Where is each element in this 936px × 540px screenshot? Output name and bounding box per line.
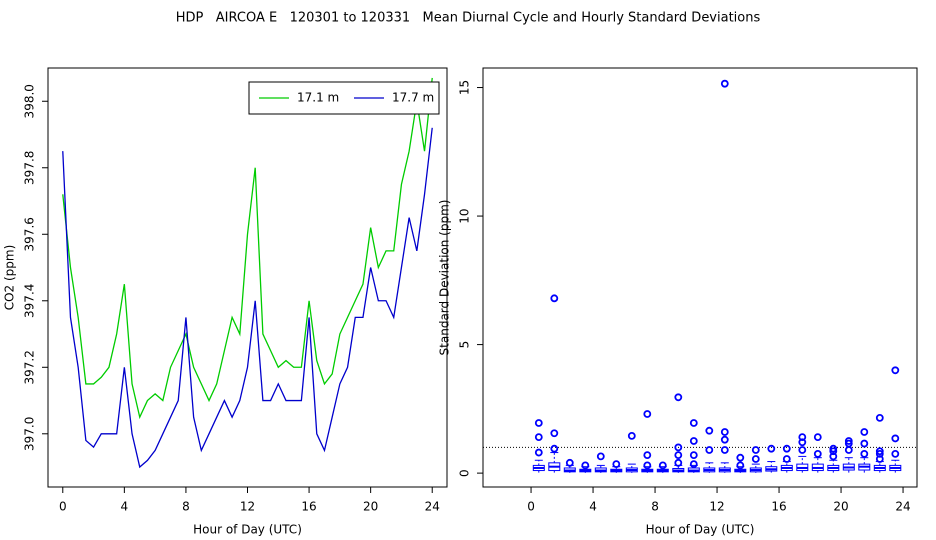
outlier — [891, 434, 900, 443]
outlier — [674, 458, 683, 467]
outlier — [705, 446, 714, 454]
outlier — [891, 449, 900, 458]
outlier — [658, 461, 667, 470]
y-tick-label: 397.2 — [23, 350, 37, 384]
outlier — [565, 458, 574, 467]
x-tick-label: 0 — [527, 500, 535, 514]
outlier — [860, 428, 869, 436]
y-tick-label: 397.0 — [23, 417, 37, 451]
outlier — [829, 444, 838, 453]
x-tick-label: 20 — [833, 500, 848, 514]
outlier — [689, 419, 698, 427]
outlier — [829, 447, 838, 456]
outlier — [875, 449, 884, 458]
outlier — [798, 433, 807, 442]
outlier — [534, 419, 543, 427]
outlier — [860, 439, 869, 448]
x-tick-label: 4 — [589, 500, 597, 514]
outlier — [643, 451, 652, 460]
outlier — [643, 410, 652, 418]
x-axis-label: Hour of Day (UTC) — [193, 523, 302, 537]
outlier — [782, 455, 791, 463]
x-tick-label: 20 — [363, 500, 378, 514]
legend-label: 17.1 m — [297, 91, 339, 105]
data-line — [62, 77, 433, 420]
x-tick-label: 8 — [182, 500, 190, 514]
outlier — [813, 433, 822, 442]
y-tick-label: 397.6 — [23, 217, 37, 251]
outlier — [844, 437, 853, 445]
x-tick-label: 16 — [771, 500, 786, 514]
outlier — [720, 435, 729, 444]
y-axis-label: CO2 (ppm) — [3, 245, 17, 311]
outlier — [860, 449, 869, 458]
y-tick-label: 398.0 — [23, 84, 37, 118]
y-tick-label: 10 — [458, 208, 472, 223]
x-tick-label: 16 — [301, 500, 316, 514]
outlier — [705, 426, 714, 435]
x-tick-label: 4 — [121, 500, 129, 514]
outlier — [689, 451, 698, 460]
outlier — [550, 429, 559, 438]
x-axis-label: Hour of Day (UTC) — [646, 523, 755, 537]
outlier — [720, 79, 729, 88]
x-tick-label: 8 — [651, 500, 659, 514]
x-tick-label: 0 — [59, 500, 67, 514]
outlier — [689, 437, 698, 445]
legend-label: 17.7 m — [392, 91, 434, 105]
outlier — [875, 413, 884, 422]
outlier — [534, 448, 543, 457]
outlier — [720, 428, 729, 436]
outlier — [689, 460, 698, 469]
outlier — [751, 455, 760, 463]
x-tick-label: 24 — [425, 500, 440, 514]
y-tick-label: 5 — [458, 341, 472, 349]
outlier — [674, 443, 683, 452]
outlier — [674, 451, 683, 460]
y-axis-label: Standard Deviation (ppm) — [438, 200, 452, 356]
outlier — [844, 446, 853, 454]
outlier — [782, 444, 791, 453]
plot-frame — [47, 67, 448, 488]
y-tick-label: 397.8 — [23, 151, 37, 185]
outlier — [844, 439, 853, 448]
outlier — [736, 453, 745, 462]
outlier — [612, 460, 621, 469]
y-tick-label: 0 — [458, 469, 472, 477]
y-tick-label: 397.4 — [23, 284, 37, 318]
outlier — [720, 446, 729, 454]
data-line — [62, 127, 433, 469]
x-tick-label: 12 — [709, 500, 724, 514]
outlier — [798, 446, 807, 454]
outlier — [534, 433, 543, 442]
outlier — [767, 444, 776, 453]
outlier — [581, 461, 590, 470]
outlier — [550, 444, 559, 453]
outlier — [891, 366, 900, 375]
page-title: HDP AIRCOA E 120301 to 120331 Mean Diurn… — [176, 11, 761, 26]
y-tick-label: 15 — [458, 80, 472, 95]
outlier — [751, 446, 760, 454]
x-tick-label: 12 — [240, 500, 255, 514]
outlier — [736, 461, 745, 470]
outlier — [550, 294, 559, 303]
outlier — [596, 452, 605, 461]
outlier — [674, 393, 683, 402]
plot-frame — [482, 67, 918, 488]
outlier — [813, 449, 822, 458]
outlier — [627, 431, 636, 440]
outlier — [875, 447, 884, 456]
outlier — [643, 461, 652, 470]
x-tick-label: 24 — [895, 500, 910, 514]
